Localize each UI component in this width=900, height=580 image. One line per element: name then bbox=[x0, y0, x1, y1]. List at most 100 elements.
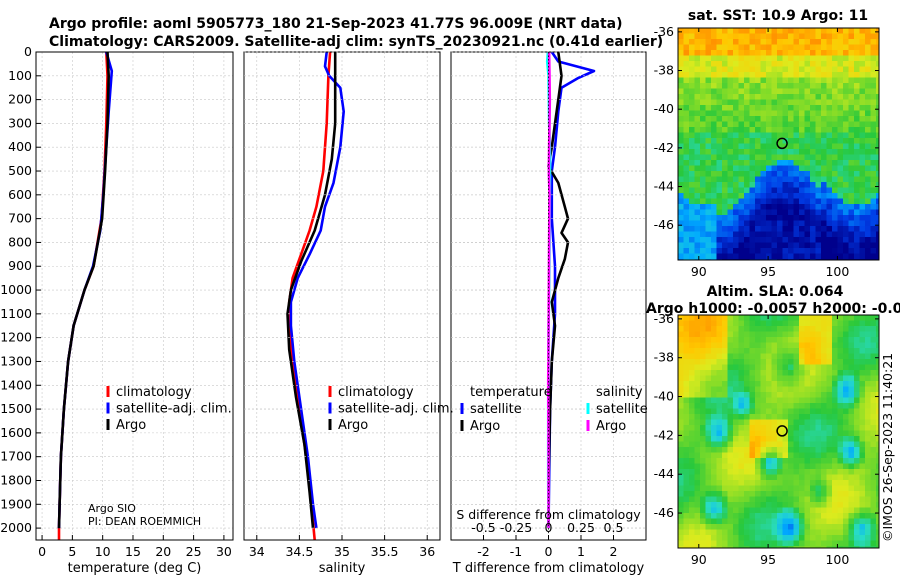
heatmap-cell bbox=[821, 370, 827, 376]
heatmap-cell bbox=[705, 386, 712, 393]
heatmap-cell bbox=[804, 397, 811, 404]
heatmap-cell bbox=[705, 507, 712, 514]
heatmap-cell bbox=[837, 209, 844, 216]
heatmap-cell bbox=[760, 337, 767, 343]
heatmap-cell bbox=[815, 540, 822, 547]
heatmap-cell bbox=[716, 507, 723, 514]
heatmap-cell bbox=[804, 105, 811, 111]
heatmap-cell bbox=[793, 419, 800, 426]
heatmap-cell bbox=[837, 253, 844, 260]
heatmap-cell bbox=[876, 121, 879, 128]
heatmap-cell bbox=[865, 485, 871, 492]
heatmap-cell bbox=[711, 253, 717, 260]
lat-tick-label: -40 bbox=[654, 101, 674, 116]
heatmap-cell bbox=[771, 154, 778, 161]
heatmap-cell bbox=[738, 392, 745, 398]
heatmap-cell bbox=[799, 331, 805, 338]
heatmap-cell bbox=[810, 320, 816, 327]
heatmap-cell bbox=[870, 441, 877, 448]
heatmap-cell bbox=[837, 529, 844, 536]
heatmap-cell bbox=[749, 88, 756, 95]
heatmap-cell bbox=[683, 226, 690, 232]
heatmap-cell bbox=[722, 154, 728, 161]
heatmap-cell bbox=[771, 204, 778, 210]
heatmap-cell bbox=[870, 474, 877, 481]
heatmap-cell bbox=[694, 469, 701, 475]
heatmap-cell bbox=[733, 513, 739, 519]
heatmap-cell bbox=[766, 375, 772, 382]
heatmap-cell bbox=[793, 463, 800, 470]
heatmap-cell bbox=[848, 419, 855, 426]
heatmap-cell bbox=[854, 348, 860, 354]
heatmap-cell bbox=[870, 127, 877, 133]
heatmap-cell bbox=[859, 154, 866, 161]
heatmap-cell bbox=[826, 171, 833, 177]
heatmap-cell bbox=[738, 359, 745, 365]
heatmap-cell bbox=[678, 160, 684, 166]
heatmap-cell bbox=[843, 342, 849, 349]
heatmap-cell bbox=[733, 359, 739, 365]
heatmap-cell bbox=[826, 88, 833, 95]
heatmap-cell bbox=[826, 469, 833, 475]
heatmap-cell bbox=[870, 331, 877, 338]
heatmap-cell bbox=[788, 403, 794, 409]
heatmap-cell bbox=[744, 414, 750, 420]
heatmap-cell bbox=[771, 138, 778, 144]
heatmap-cell bbox=[815, 348, 822, 354]
heatmap-cell bbox=[689, 463, 695, 470]
heatmap-cell bbox=[755, 348, 761, 354]
heatmap-cell bbox=[832, 491, 838, 497]
heatmap-cell bbox=[722, 315, 728, 321]
heatmap-cell bbox=[821, 242, 827, 249]
heatmap-cell bbox=[876, 381, 879, 387]
heatmap-cell bbox=[716, 99, 723, 106]
heatmap-cell bbox=[689, 337, 695, 343]
heatmap-cell bbox=[727, 364, 734, 371]
heatmap-cell bbox=[876, 458, 879, 464]
heatmap-cell bbox=[705, 480, 712, 486]
heatmap-cell bbox=[777, 242, 783, 249]
heatmap-cell bbox=[793, 77, 800, 84]
heatmap-cell bbox=[760, 237, 767, 243]
heatmap-cell bbox=[782, 535, 789, 541]
heatmap-cell bbox=[716, 61, 723, 67]
heatmap-cell bbox=[804, 77, 811, 84]
y-tick-label: 200 bbox=[8, 92, 32, 107]
heatmap-cell bbox=[848, 138, 855, 144]
heatmap-cell bbox=[815, 28, 822, 34]
heatmap-cell bbox=[694, 99, 701, 106]
heatmap-cell bbox=[870, 61, 877, 67]
heatmap-cell bbox=[700, 77, 706, 84]
heatmap-cell bbox=[727, 353, 734, 360]
heatmap-cell bbox=[700, 480, 706, 486]
heatmap-cell bbox=[777, 397, 783, 404]
heatmap-cell bbox=[711, 315, 717, 321]
heatmap-cell bbox=[804, 138, 811, 144]
heatmap-cell bbox=[799, 149, 805, 155]
heatmap-cell bbox=[755, 386, 761, 393]
heatmap-cell bbox=[815, 474, 822, 481]
heatmap-cell bbox=[843, 480, 849, 486]
s-diff-tick-label: -0.5 bbox=[471, 520, 495, 535]
heatmap-cell bbox=[810, 198, 816, 205]
heatmap-cell bbox=[722, 132, 728, 139]
heatmap-cell bbox=[766, 154, 772, 161]
heatmap-cell bbox=[678, 242, 684, 249]
heatmap-cell bbox=[700, 458, 706, 464]
heatmap-cell bbox=[870, 253, 877, 260]
heatmap-cell bbox=[722, 397, 728, 404]
heatmap-cell bbox=[705, 248, 712, 254]
heatmap-cell bbox=[815, 331, 822, 338]
heatmap-cell bbox=[782, 397, 789, 404]
heatmap-cell bbox=[843, 425, 849, 431]
heatmap-cell bbox=[727, 381, 734, 387]
heatmap-cell bbox=[738, 469, 745, 475]
heatmap-cell bbox=[870, 502, 877, 508]
heatmap-cell bbox=[799, 50, 805, 56]
heatmap-cell bbox=[733, 337, 739, 343]
heatmap-cell bbox=[832, 143, 838, 150]
heatmap-cell bbox=[771, 342, 778, 349]
heatmap-cell bbox=[738, 326, 745, 332]
y-tick-label: 600 bbox=[8, 187, 32, 202]
heatmap-cell bbox=[865, 28, 871, 34]
